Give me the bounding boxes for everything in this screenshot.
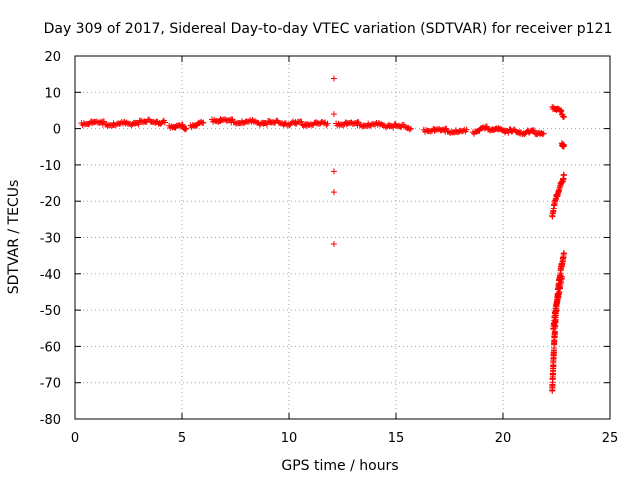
data-point (298, 118, 305, 125)
x-tick-label: 0 (71, 431, 79, 446)
data-point (330, 189, 337, 196)
data-point (407, 125, 414, 132)
y-tick-label: -10 (40, 159, 61, 174)
y-tick-label: 0 (53, 123, 61, 138)
data-point (330, 168, 337, 175)
data-point (181, 126, 188, 133)
x-axis-label: GPS time / hours (281, 458, 398, 474)
x-tick-label: 20 (495, 431, 512, 446)
y-tick-label: -60 (40, 340, 61, 355)
data-points (78, 75, 567, 394)
y-tick-label: -30 (40, 232, 61, 247)
y-tick-label: -20 (40, 195, 61, 210)
axis-ticks: 0 5 10 15 20 25 20 10 0 -10 -20 -30 -40 -50 -60 -70 -80 (40, 50, 619, 446)
x-tick-label: 10 (281, 431, 298, 446)
data-point (324, 120, 331, 127)
data-point (557, 107, 564, 114)
data-point (330, 241, 337, 248)
data-point (390, 124, 397, 131)
y-tick-label: -40 (40, 268, 61, 283)
y-tick-label: -80 (40, 413, 61, 428)
data-point (200, 119, 207, 126)
x-tick-label: 25 (602, 431, 619, 446)
data-point (330, 111, 337, 118)
data-point (183, 125, 190, 132)
x-tick-label: 5 (178, 431, 186, 446)
y-tick-label: 20 (44, 50, 61, 65)
chart-title: Day 309 of 2017, Sidereal Day-to-day VTE… (44, 21, 613, 37)
data-point (558, 275, 565, 282)
data-point (135, 121, 142, 128)
data-point (330, 75, 337, 82)
data-point (560, 114, 567, 121)
data-point (560, 113, 567, 120)
data-point (161, 119, 168, 126)
data-point (505, 129, 512, 136)
data-point (560, 250, 567, 257)
y-axis-label: SDTVAR / TECUs (6, 180, 22, 295)
data-point (558, 107, 565, 114)
data-point (463, 126, 470, 133)
data-point (540, 130, 547, 137)
plot-frame (74, 55, 611, 420)
data-point (263, 121, 270, 128)
grid (75, 56, 610, 419)
data-point (531, 127, 538, 134)
data-point (560, 143, 567, 150)
data-point (179, 121, 186, 128)
x-tick-label: 15 (388, 431, 405, 446)
data-point (560, 172, 567, 179)
y-tick-label: 10 (44, 86, 61, 101)
y-tick-label: -50 (40, 304, 61, 319)
y-tick-label: -70 (40, 377, 61, 392)
